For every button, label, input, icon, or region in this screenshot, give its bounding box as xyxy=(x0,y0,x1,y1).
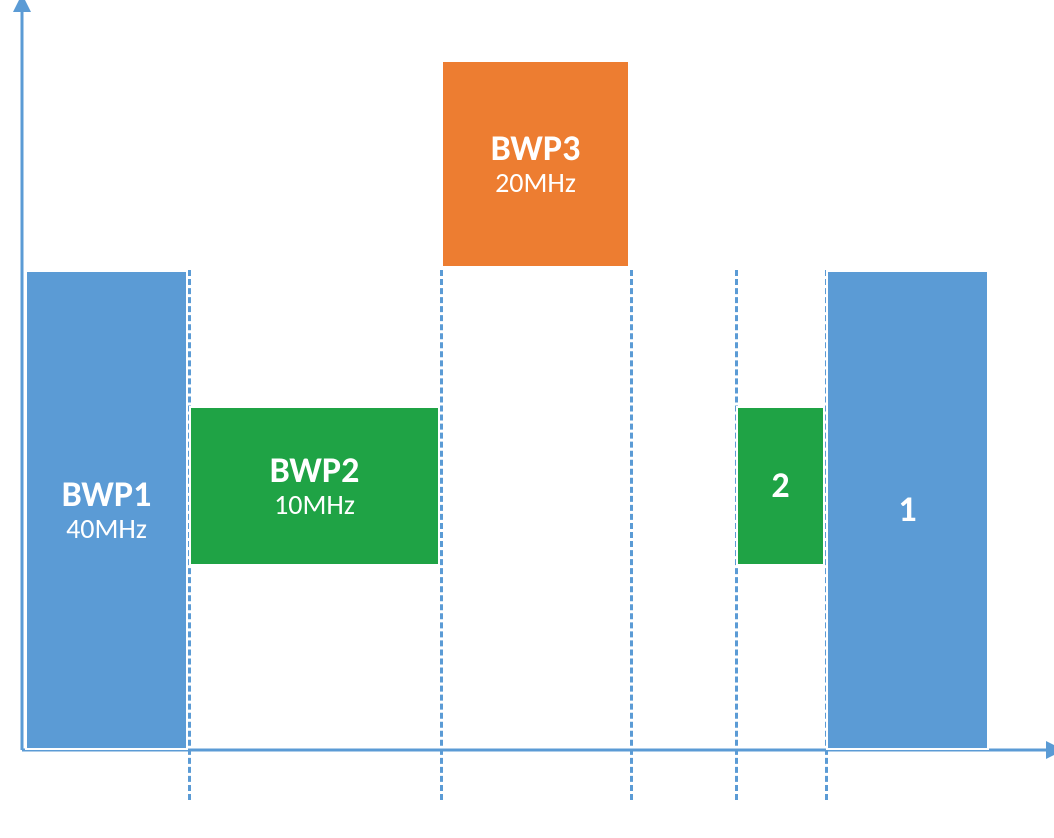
diagram-stage: BWP140MHzBWP210MHzBWP320MHz21 xyxy=(0,0,1054,838)
bwp3-subtitle: 20MHz xyxy=(495,168,576,199)
bwp1b-block: 1 xyxy=(826,270,989,750)
bwp2b-title: 2 xyxy=(771,466,789,506)
guide-line-3 xyxy=(630,270,633,800)
bwp1b-title: 1 xyxy=(898,490,916,530)
bwp2b-block: 2 xyxy=(736,406,825,566)
bwp1-subtitle: 40MHz xyxy=(66,514,147,545)
bwp2-subtitle: 10MHz xyxy=(274,490,355,521)
bwp2-block: BWP210MHz xyxy=(189,406,440,566)
bwp1-title: BWP1 xyxy=(62,475,152,515)
bwp1-block: BWP140MHz xyxy=(25,270,188,750)
bwp2-title: BWP2 xyxy=(270,451,360,491)
bwp3-title: BWP3 xyxy=(491,129,581,169)
guide-line-2 xyxy=(440,270,443,800)
bwp3-block: BWP320MHz xyxy=(441,60,630,268)
